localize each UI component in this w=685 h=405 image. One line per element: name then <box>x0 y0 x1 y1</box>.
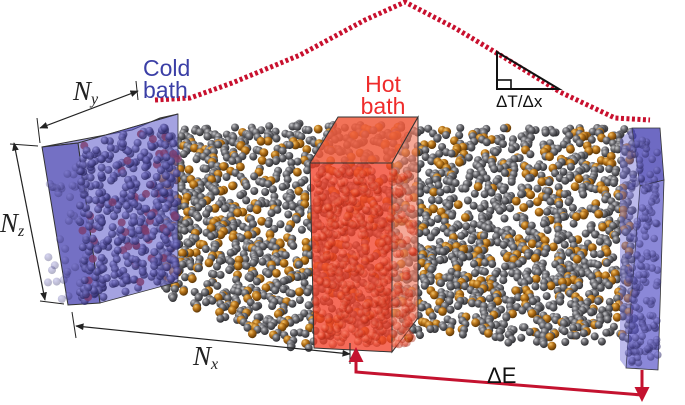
cold-bath-label: Cold bath <box>143 55 191 103</box>
nz-label-sub: z <box>18 223 25 240</box>
dimension-ny <box>36 80 139 144</box>
cold-bath-left <box>41 113 182 306</box>
cold-bath-label-line1: Cold <box>143 55 191 81</box>
dimension-nz <box>9 142 65 305</box>
cold-bath-right <box>620 127 665 371</box>
nz-label-main: N <box>0 208 19 238</box>
nx-label-main: N <box>193 341 212 371</box>
gradient-label: ΔT/Δx <box>496 92 543 111</box>
hot-bath-label-line2: bath <box>360 93 406 119</box>
ny-label-main: N <box>73 76 92 106</box>
ny-label: Ny <box>73 78 98 108</box>
energy-label: ΔE <box>487 363 517 388</box>
hot-bath-label-line1: Hot <box>365 71 401 97</box>
temperature-profile <box>154 0 651 123</box>
ny-label-sub: y <box>91 91 99 108</box>
slope-triangle-icon <box>496 50 563 90</box>
cold-bath-label-line2: bath <box>143 77 188 103</box>
nx-label: Nx <box>193 343 218 373</box>
hot-bath-label: Hot bath <box>358 71 408 119</box>
nz-label: Nz <box>0 210 24 240</box>
energy-flow-arrow <box>348 347 650 402</box>
nx-label-sub: x <box>211 356 219 373</box>
hot-bath <box>309 115 419 354</box>
